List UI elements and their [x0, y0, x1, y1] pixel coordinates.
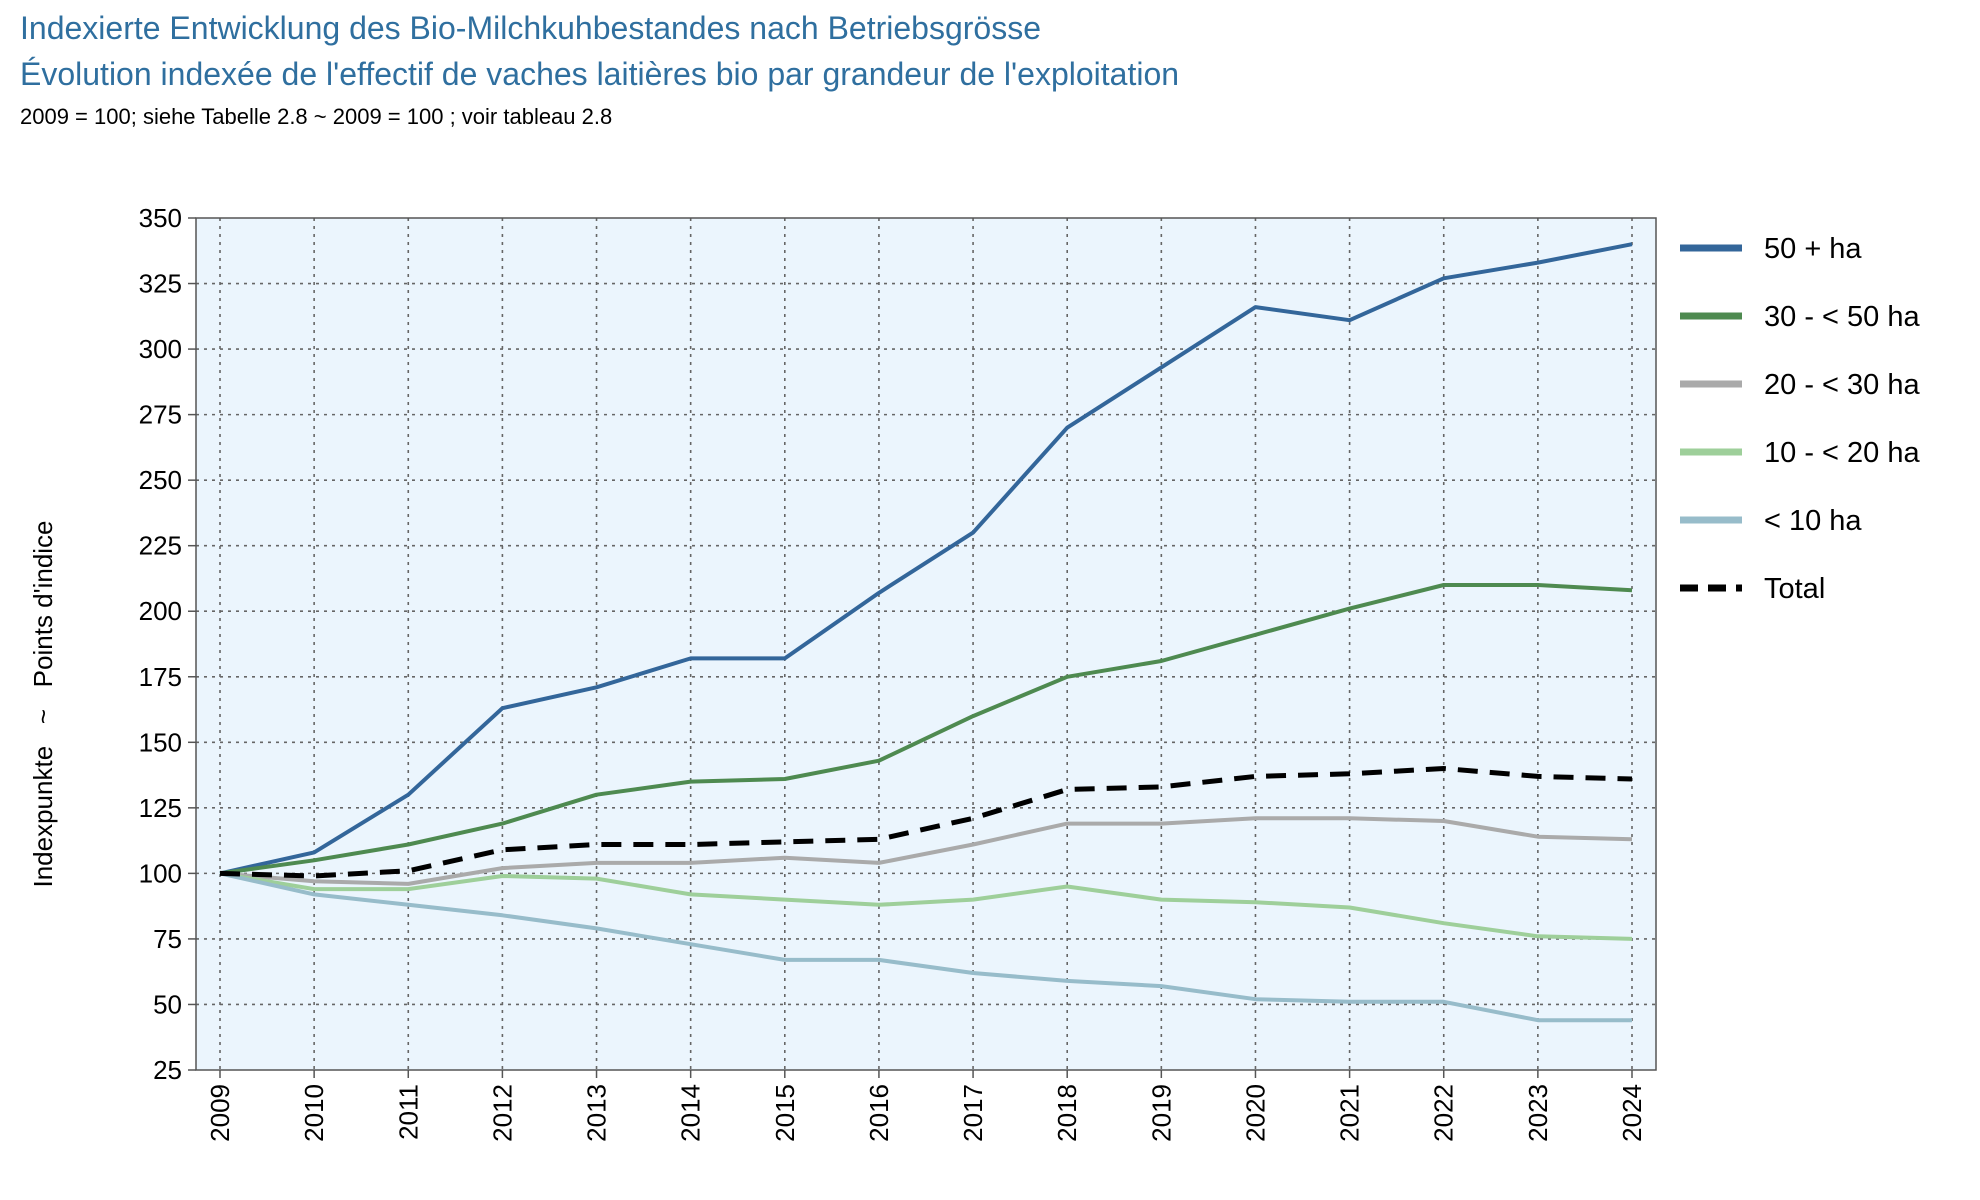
x-tick-label: 2023	[1523, 1084, 1553, 1142]
series-lines	[219, 242, 1633, 1023]
chart-subtitle: 2009 = 100; siehe Tabelle 2.8 ~ 2009 = 1…	[20, 104, 613, 129]
y-tick-label: 250	[139, 465, 182, 495]
x-tick-label: 2018	[1052, 1084, 1082, 1142]
chart-title-fr: Évolution indexée de l'effectif de vache…	[20, 56, 1180, 92]
legend-label: < 10 ha	[1764, 505, 1862, 537]
x-axis: 2009 2010 2011 2012 2013 2014 2015 2016 2017 2018…	[205, 1070, 1647, 1142]
series-line	[219, 816, 1633, 886]
x-tick-label: 2009	[205, 1084, 235, 1142]
y-axis: 25 50 75 100 125 150 175 200 225 250 275 300 325 350	[139, 203, 196, 1085]
x-tick-label: 2021	[1335, 1084, 1365, 1142]
y-tick-label: 75	[153, 924, 182, 954]
chart-title-de: Indexierte Entwicklung des Bio-Milchkuhb…	[20, 10, 1041, 46]
y-tick-label: 275	[139, 400, 182, 430]
y-axis-label: Indexpunkte ~ Points d'indice	[28, 520, 58, 887]
y-tick-label: 300	[139, 334, 182, 364]
x-tick-label: 2017	[958, 1084, 988, 1142]
x-tick-label: 2024	[1617, 1084, 1647, 1142]
legend-label: 20 - < 30 ha	[1764, 369, 1920, 401]
y-tick-label: 125	[139, 793, 182, 823]
series-line	[219, 242, 1633, 876]
y-tick-label: 175	[139, 662, 182, 692]
x-tick-label: 2011	[393, 1084, 423, 1140]
x-tick-label: 2015	[770, 1084, 800, 1142]
x-tick-label: 2013	[582, 1084, 612, 1142]
y-tick-label: 225	[139, 531, 182, 561]
x-tick-label: 2020	[1240, 1084, 1270, 1142]
series-line	[219, 583, 1633, 876]
grid-lines	[196, 218, 1656, 1070]
y-tick-label: 200	[139, 596, 182, 626]
x-tick-label: 2012	[487, 1084, 517, 1142]
legend-label: 10 - < 20 ha	[1764, 437, 1920, 469]
legend-label: 30 - < 50 ha	[1764, 301, 1920, 333]
plot-frame	[195, 217, 1657, 1071]
y-tick-label: 150	[139, 727, 182, 757]
x-tick-label: 2016	[864, 1084, 894, 1142]
x-tick-label: 2019	[1146, 1084, 1176, 1142]
y-tick-label: 350	[139, 203, 182, 233]
series-line	[219, 871, 1632, 1023]
legend-label: 50 + ha	[1764, 233, 1862, 265]
y-tick-label: 25	[153, 1055, 182, 1085]
y-tick-label: 100	[139, 858, 182, 888]
series-line	[219, 871, 1633, 941]
x-tick-label: 2010	[299, 1084, 329, 1142]
y-tick-label: 325	[139, 269, 182, 299]
plot-area	[196, 218, 1656, 1070]
legend-label: Total	[1764, 573, 1825, 605]
x-tick-label: 2014	[676, 1084, 706, 1142]
x-tick-label: 2022	[1429, 1084, 1459, 1142]
series-line	[219, 766, 1633, 879]
legend: 50 + ha 30 - < 50 ha 20 - < 30 ha 10 - < 20…	[1680, 233, 1920, 605]
y-tick-label: 50	[153, 989, 182, 1019]
